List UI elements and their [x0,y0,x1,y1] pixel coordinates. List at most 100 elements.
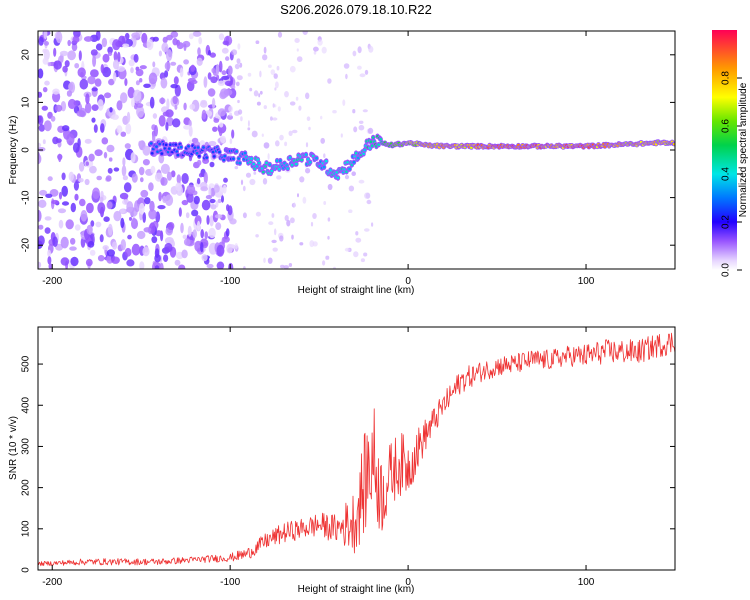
spectrogram-cell [211,97,216,109]
spectrogram-cell [162,111,170,117]
spectrogram-cell [100,123,105,133]
spectrogram-cell [170,84,178,89]
spectrogram-cell [353,251,359,258]
spectrogram-cell [310,221,314,227]
spectrogram-cell [42,139,46,145]
spectrogram-cell [94,149,103,157]
colorbar: 0.0 0.2 0.4 0.6 0.8 Normalized spectral ampl… [712,30,749,277]
spectrogram-ridge-cell [164,143,168,147]
spectrogram-cell [128,59,135,67]
spectrogram-cell [74,224,81,231]
spectrogram-cell [323,153,326,158]
spectrogram-cell [139,65,147,70]
spectrogram-cell [243,266,246,269]
spectrogram-cell [297,193,299,198]
spectrogram-cell [299,176,305,183]
spectrogram-cell [204,231,208,240]
spectrogram-cell [178,207,182,217]
spectrogram-cell [358,179,365,184]
spectrogram-cell [143,83,151,89]
spectrogram-y-tick-label: -20 [21,238,32,253]
spectrogram-ridge-cell [322,165,326,169]
snr-series-line [38,332,675,567]
spectrogram-cell [279,235,284,242]
spectrogram-ridge-cell [315,156,318,160]
spectrogram-cell [106,201,113,210]
spectrogram-cell [238,109,243,115]
spectrogram-cell [127,86,135,99]
spectrogram-cell [58,153,62,163]
spectrogram-cell [209,215,214,227]
spectrogram-cell [253,90,259,97]
spectrogram-cell [67,50,76,61]
spectrogram-cell [320,137,326,144]
colorbar-tick-label: 0.8 [721,71,732,85]
spectrogram-cell [309,240,315,248]
spectrogram-cell [72,142,80,153]
spectrogram-cell [327,235,330,240]
spectrogram-cell [203,171,208,184]
spectrogram-cell [52,236,58,247]
spectrogram-cell [44,80,50,86]
spectrogram-ridge-cell [300,158,304,162]
spectrogram-cell [348,185,355,192]
spectrogram-cell [213,184,220,193]
spectrogram-ridge-cell [336,176,340,180]
spectrogram-cell [133,89,142,102]
spectrogram-cell [124,247,132,257]
snr-panel: -200 -100 0 100 0 100 200 300 400 500 Height of … [8,326,676,595]
spectrogram-cell [84,138,92,144]
spectrogram-cell [214,214,223,219]
spectrogram-cell [226,204,230,212]
spectrogram-cell [217,198,222,204]
spectrogram-cell [74,62,80,69]
spectrogram-cell [218,127,223,137]
spectrogram-cell [111,114,119,120]
colorbar-tick-label: 0.4 [721,167,732,181]
spectrogram-cell [140,189,149,198]
spectrogram-ridge-cell [175,150,179,153]
snr-y-tick-label: 400 [21,396,32,413]
spectrogram-cell [43,31,48,40]
spectrogram-ridge-cell [329,168,332,172]
spectrogram-cell [207,72,212,80]
spectrogram-y-tick-label: -10 [21,190,32,205]
spectrogram-y-label: Frequency (Hz) [8,116,19,185]
colorbar-gradient [712,30,737,270]
spectrogram-ridge-cell [352,160,356,164]
spectrogram-cell [77,67,86,78]
spectrogram-cell [112,241,118,250]
snr-x-axis: -200 -100 0 100 [42,327,595,588]
spectrogram-cell [175,182,182,192]
spectrogram-cell [272,103,275,108]
spectrogram-cell [332,110,337,114]
spectrogram-cell [272,247,278,252]
spectrogram-cell [234,166,239,170]
spectrogram-cell [196,159,202,166]
spectrogram-cell [165,49,173,62]
spectrogram-cell [54,104,63,112]
spectrogram-cell [121,165,127,177]
spectrogram-cell [85,161,90,166]
spectrogram-ridge-cell [243,151,247,155]
spectrogram-cell [277,106,281,112]
spectrogram-cell [55,243,64,251]
snr-y-tick-label: 0 [21,567,32,573]
spectrogram-cell [55,138,62,144]
spectrogram-cell [87,241,95,248]
spectrogram-cell [221,47,229,54]
spectrogram-cell [268,64,272,68]
spectrogram-cell [41,105,48,111]
spectrogram-cell [99,196,104,203]
spectrogram-cell [201,254,208,262]
spectrogram-ridge-cell [290,163,294,167]
spectrogram-cell [322,260,326,266]
spectrogram-cell [229,218,237,225]
spectrogram-cell [87,76,96,85]
snr-y-tick-label: 100 [21,520,32,537]
spectrogram-cell [101,37,108,48]
spectrogram-cell [247,127,251,131]
spectrogram-cell [94,78,102,87]
